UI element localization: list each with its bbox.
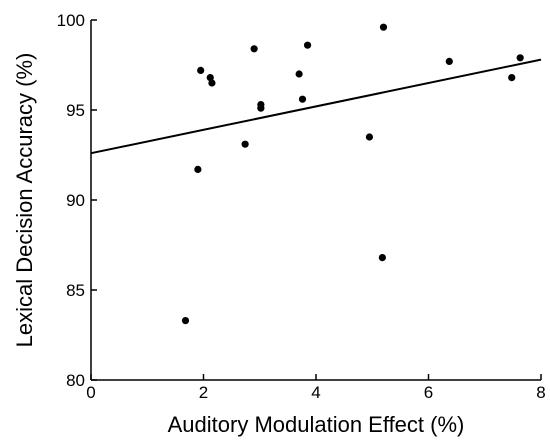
- data-point: [379, 23, 388, 31]
- x-tick-label: 4: [311, 383, 320, 402]
- data-point: [257, 104, 265, 112]
- axes: 0 2 4 6 8 80 85 90 95 100: [57, 11, 546, 402]
- data-point: [206, 74, 214, 82]
- data-point: [295, 70, 303, 78]
- regression-line-layer: [90, 58, 542, 155]
- y-tick-label: 90: [66, 191, 85, 210]
- data-points: [181, 23, 524, 325]
- data-point: [445, 57, 453, 65]
- data-point: [181, 317, 190, 325]
- x-tick-label: 0: [86, 383, 95, 402]
- y-tick-label: 95: [66, 101, 85, 120]
- y-tick-label: 85: [66, 281, 85, 300]
- data-point: [241, 140, 249, 148]
- regression-line: [90, 58, 542, 155]
- x-axis-title: Auditory Modulation Effect (%): [168, 412, 465, 437]
- data-point: [365, 133, 374, 141]
- data-point: [516, 54, 524, 62]
- x-tick-label: 2: [199, 383, 208, 402]
- data-point: [208, 79, 216, 87]
- data-point: [378, 254, 386, 262]
- y-axis-title: Lexical Decision Accuracy (%): [12, 53, 37, 348]
- data-point: [197, 66, 205, 74]
- data-point: [303, 41, 312, 49]
- x-tick-label: 6: [424, 383, 433, 402]
- data-point: [508, 74, 516, 82]
- y-tick-label: 80: [66, 371, 85, 390]
- y-tick-label: 100: [57, 11, 85, 30]
- data-point: [298, 95, 307, 103]
- data-point: [250, 45, 258, 53]
- x-tick-label: 8: [536, 383, 545, 402]
- data-point: [194, 165, 202, 173]
